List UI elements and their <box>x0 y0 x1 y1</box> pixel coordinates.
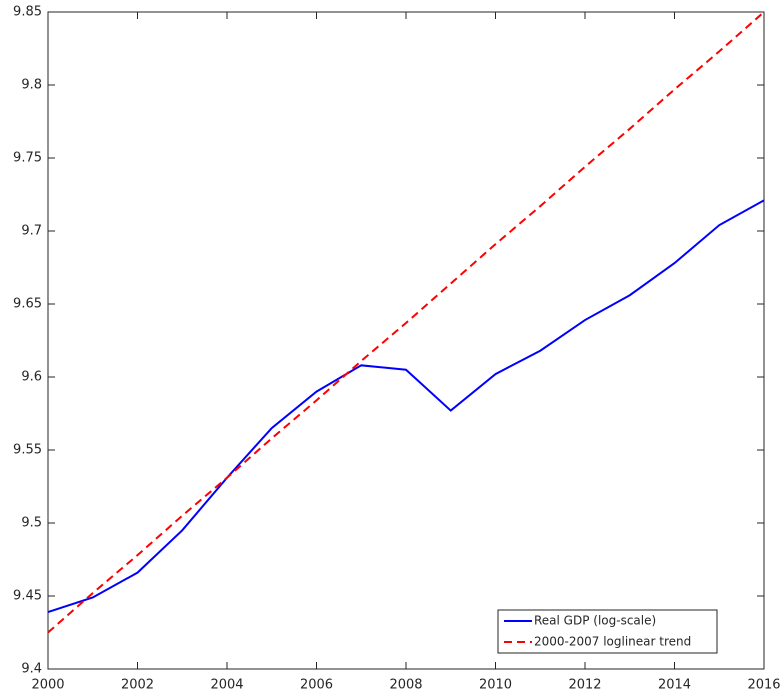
data-line <box>47 11 765 634</box>
legend-label: 2000-2007 loglinear trend <box>534 635 691 649</box>
y-tick-label: 9.85 <box>13 5 42 20</box>
y-tick-label: 9.5 <box>21 516 42 531</box>
x-tick-label: 2002 <box>121 678 154 693</box>
y-tick-label: 9.55 <box>13 443 42 458</box>
x-tick-label: 2016 <box>747 678 780 693</box>
y-tick-label: 9.45 <box>13 589 42 604</box>
legend-label: Real GDP (log-scale) <box>534 614 656 628</box>
x-tick-label: 2010 <box>479 678 512 693</box>
x-tick-label: 2008 <box>389 678 422 693</box>
data-line <box>47 199 765 614</box>
y-tick-label: 9.6 <box>21 370 42 385</box>
x-tick-label: 2006 <box>300 678 333 693</box>
x-tick-label: 2014 <box>658 678 691 693</box>
y-tick-label: 9.4 <box>21 662 42 677</box>
legend-box <box>497 609 718 654</box>
x-tick-label: 2004 <box>210 678 243 693</box>
y-tick-label: 9.7 <box>21 224 42 239</box>
y-tick-label: 9.65 <box>13 297 42 312</box>
x-tick-label: 2000 <box>31 678 64 693</box>
y-tick-label: 9.8 <box>21 78 42 93</box>
y-tick-label: 9.75 <box>13 151 42 166</box>
plot-area <box>47 11 765 670</box>
x-tick-label: 2012 <box>568 678 601 693</box>
